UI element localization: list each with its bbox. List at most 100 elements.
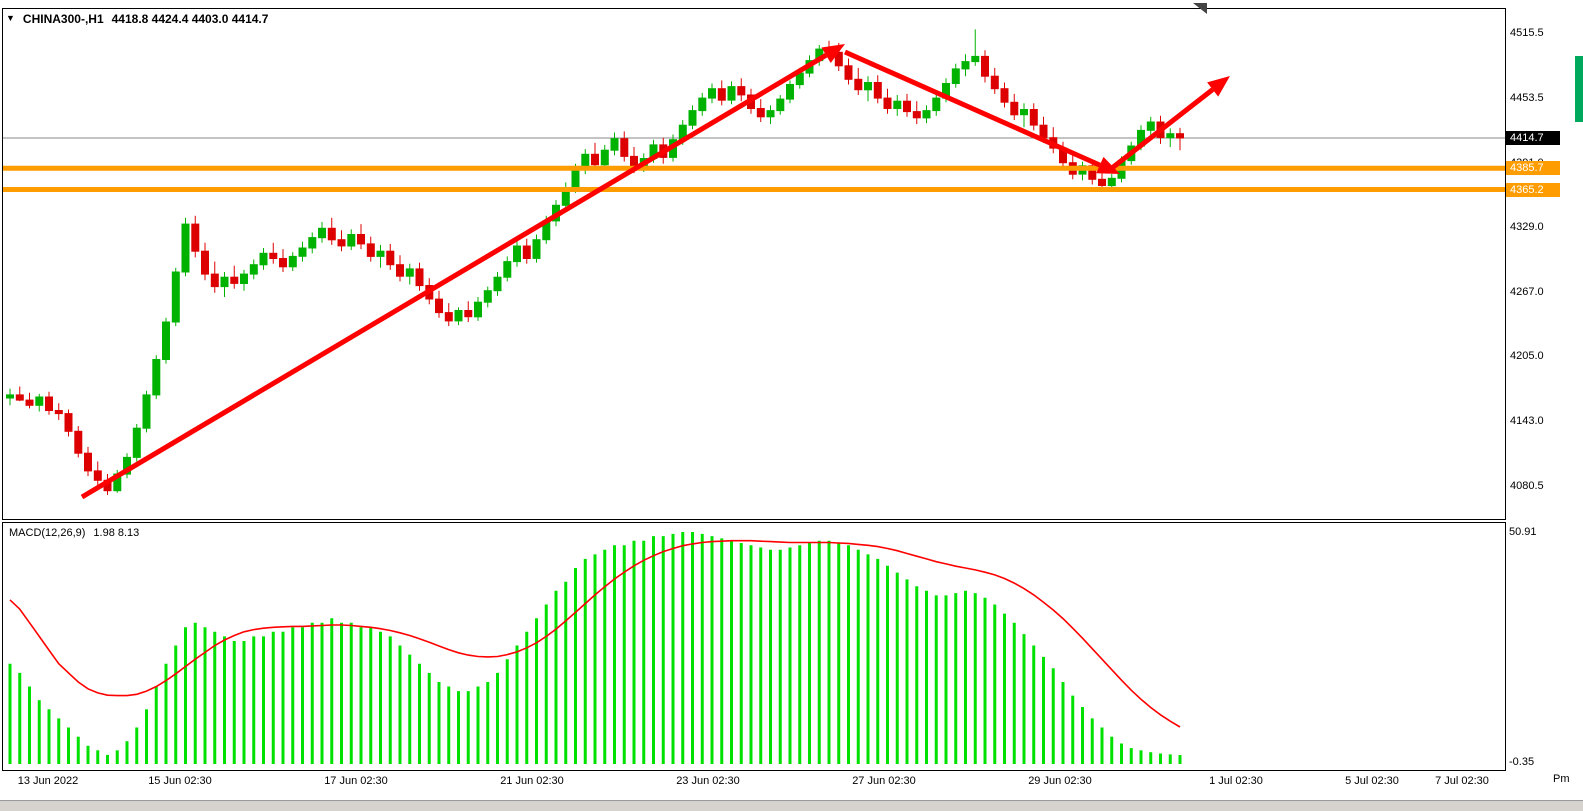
candle-body bbox=[922, 110, 931, 119]
time-axis-label: 23 Jun 02:30 bbox=[676, 775, 740, 787]
candle-body bbox=[93, 470, 102, 481]
ohlc-values: 4418.8 4424.4 4403.0 4414.7 bbox=[111, 12, 269, 26]
candle-body bbox=[1098, 178, 1106, 187]
candle-body bbox=[571, 168, 580, 189]
vertical-scrollbar-thumb[interactable] bbox=[1575, 56, 1583, 122]
price-axis-label: 4267.0 bbox=[1510, 285, 1544, 298]
candle-body bbox=[269, 252, 278, 260]
candle-body bbox=[308, 237, 317, 249]
candle-body bbox=[376, 250, 385, 257]
candle-body bbox=[483, 290, 492, 303]
candle-body bbox=[396, 264, 404, 277]
candle-body bbox=[834, 51, 843, 67]
price-axis-label: 4080.5 bbox=[1510, 480, 1544, 492]
macd-panel[interactable] bbox=[2, 522, 1506, 771]
candle-body bbox=[45, 396, 53, 411]
candle-body bbox=[591, 153, 599, 166]
macd-signal-line bbox=[9, 539, 1181, 728]
candle-body bbox=[298, 247, 307, 257]
candle-body bbox=[990, 75, 999, 90]
current-price-badge: 4414.7 bbox=[1506, 130, 1560, 145]
price-axis-label: 4205.0 bbox=[1510, 350, 1544, 363]
trend-arrow-line[interactable] bbox=[1110, 87, 1215, 170]
candle-body bbox=[1000, 88, 1009, 103]
price-axis-label: 4515.5 bbox=[1510, 27, 1544, 39]
candle-body bbox=[708, 88, 716, 99]
hline-price-badge[interactable]: 4365.2 bbox=[1506, 182, 1560, 197]
price-axis-label: 4329.0 bbox=[1510, 221, 1544, 234]
candle-body bbox=[249, 264, 258, 275]
macd-values: 1.98 8.13 bbox=[93, 527, 140, 539]
candle-body bbox=[171, 271, 180, 323]
candle-body bbox=[142, 394, 151, 429]
candle-body bbox=[435, 298, 443, 314]
candle-body bbox=[132, 427, 141, 458]
price-axis-label: 4143.0 bbox=[1510, 414, 1544, 427]
macd-scale-min: -0.35 bbox=[1509, 756, 1535, 768]
candle-body bbox=[600, 149, 609, 166]
candle-body bbox=[6, 394, 14, 399]
time-axis-label: 27 Jun 02:30 bbox=[852, 775, 916, 787]
candle-body bbox=[454, 310, 463, 322]
candle-body bbox=[64, 413, 73, 432]
candle-body bbox=[522, 245, 531, 259]
candle-body bbox=[74, 430, 83, 454]
trend-arrow-line[interactable] bbox=[843, 49, 1101, 168]
candle-body bbox=[981, 55, 989, 77]
trend-arrow-head[interactable] bbox=[1207, 76, 1230, 97]
candle-body bbox=[1166, 133, 1175, 139]
candle-body bbox=[1146, 121, 1155, 131]
candle-body bbox=[152, 359, 161, 396]
candle-body bbox=[503, 261, 512, 278]
candle-body bbox=[181, 223, 190, 273]
candle-body bbox=[35, 396, 44, 406]
candle-body bbox=[873, 82, 882, 99]
candle-body bbox=[162, 321, 170, 360]
candle-body bbox=[220, 276, 229, 288]
time-axis[interactable]: 13 Jun 2022 15 Jun 02:30 17 Jun 02:30 21 Ju… bbox=[0, 771, 1520, 799]
candle-body bbox=[1176, 133, 1184, 139]
time-axis-label: 5 Jul 02:30 bbox=[1345, 775, 1399, 787]
main-chart-panel[interactable] bbox=[2, 8, 1506, 520]
candle-body bbox=[464, 310, 473, 318]
hline-price-badge[interactable]: 4385.7 bbox=[1506, 161, 1560, 176]
candle-body bbox=[201, 250, 209, 275]
macd-scale-max: 50.91 bbox=[1509, 526, 1537, 538]
candle-body bbox=[474, 301, 482, 318]
candle-body bbox=[54, 410, 63, 415]
candle-body bbox=[415, 268, 424, 287]
candle-body bbox=[971, 55, 980, 63]
chart-shift-marker-icon[interactable] bbox=[1193, 3, 1207, 14]
expander-icon[interactable]: ▼ bbox=[6, 13, 15, 23]
time-axis-label: 17 Jun 02:30 bbox=[324, 775, 388, 787]
candle-body bbox=[776, 98, 785, 112]
candle-body bbox=[698, 97, 707, 112]
candle-body bbox=[883, 97, 892, 109]
candle-body bbox=[240, 273, 248, 285]
candle-body bbox=[620, 138, 629, 157]
symbol-period-label: CHINA300-,H1 bbox=[22, 12, 104, 26]
candle-body bbox=[191, 223, 200, 252]
trend-arrow-head[interactable] bbox=[1096, 156, 1120, 174]
time-axis-label: 15 Jun 02:30 bbox=[148, 775, 212, 787]
time-axis-label: 1 Jul 02:30 bbox=[1209, 775, 1263, 787]
candle-body bbox=[532, 239, 541, 259]
candle-body bbox=[766, 110, 775, 118]
candle-body bbox=[337, 239, 346, 247]
candle-body bbox=[1039, 124, 1048, 139]
candle-body bbox=[15, 394, 24, 401]
candle-body bbox=[727, 86, 736, 101]
candle-body bbox=[386, 250, 395, 266]
trend-arrow-head[interactable] bbox=[821, 44, 846, 63]
candle-body bbox=[893, 100, 902, 109]
candle-body bbox=[513, 245, 521, 263]
bottom-scrollbar-track[interactable] bbox=[0, 800, 1583, 811]
trend-arrow-line[interactable] bbox=[80, 53, 828, 500]
candle-body bbox=[1020, 109, 1028, 116]
price-axis[interactable]: 4515.54453.54391.04329.04267.04205.04143… bbox=[1506, 0, 1583, 800]
candle-body bbox=[230, 276, 239, 284]
candle-body bbox=[844, 65, 853, 80]
candle-body bbox=[318, 227, 326, 239]
